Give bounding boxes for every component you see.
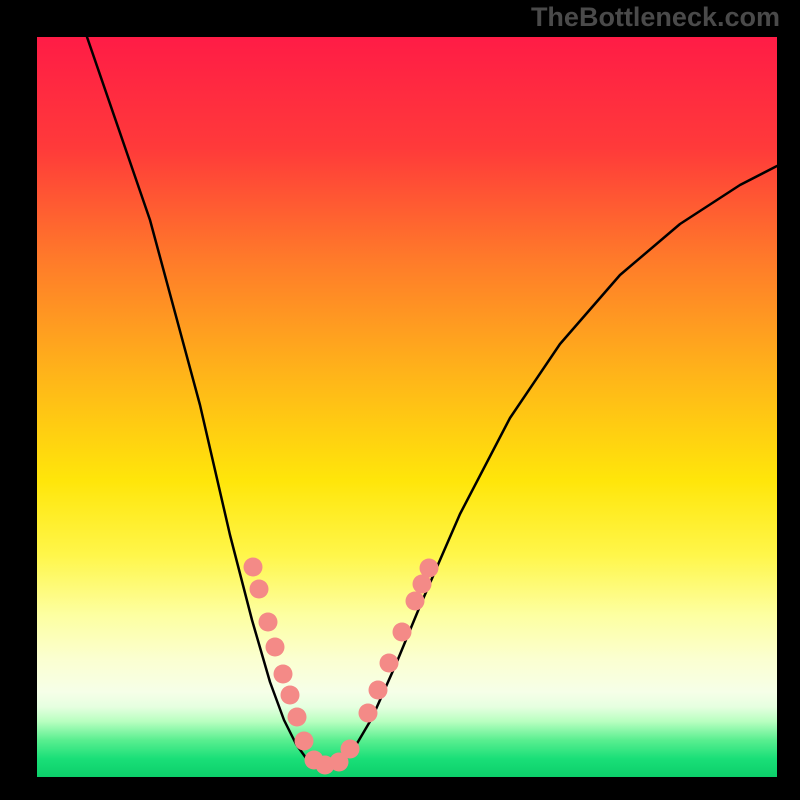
data-marker <box>274 665 293 684</box>
data-marker <box>420 559 439 578</box>
data-marker <box>266 638 285 657</box>
data-marker <box>295 732 314 751</box>
data-marker <box>380 654 399 673</box>
data-marker <box>369 681 388 700</box>
data-marker <box>341 740 360 759</box>
curve-left-branch <box>87 37 316 765</box>
watermark-text: TheBottleneck.com <box>531 2 780 33</box>
curve-right-branch <box>340 166 777 764</box>
data-marker <box>259 613 278 632</box>
data-marker <box>406 592 425 611</box>
plot-frame <box>37 37 777 777</box>
data-marker <box>250 580 269 599</box>
data-marker <box>244 558 263 577</box>
data-marker <box>393 623 412 642</box>
data-marker <box>281 686 300 705</box>
data-marker <box>288 708 307 727</box>
curve-layer <box>37 37 777 777</box>
data-marker <box>359 704 378 723</box>
